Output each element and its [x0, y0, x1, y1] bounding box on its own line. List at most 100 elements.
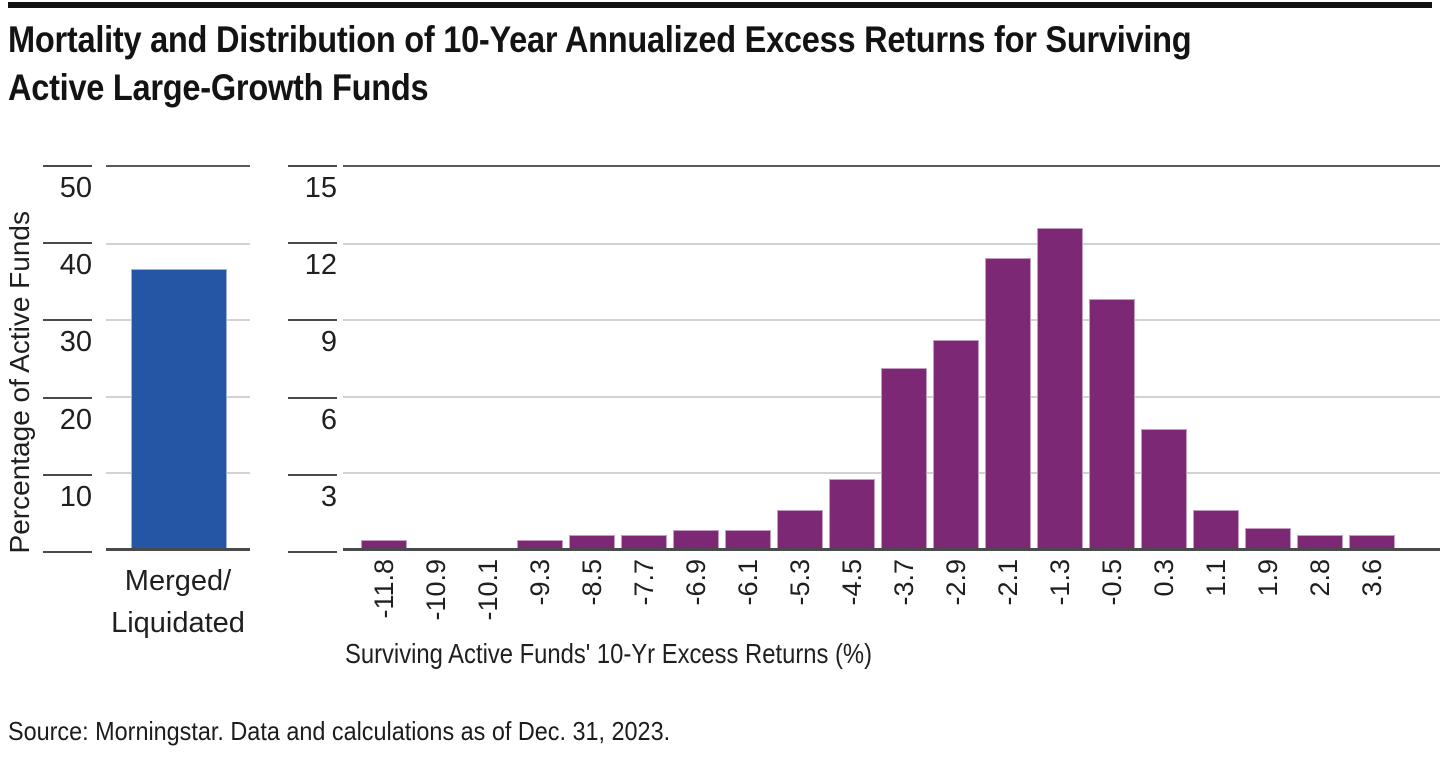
x-axis-tick-label: -0.5 — [1096, 559, 1127, 606]
histogram-bar — [829, 479, 875, 548]
x-axis-tick-label: -3.7 — [888, 559, 919, 606]
x-axis-label-slot: -2.9 — [930, 559, 982, 621]
histogram-bar-slot — [1086, 167, 1138, 548]
y-axis-tick-label: 15 — [304, 172, 337, 204]
x-axis-label-slot: -0.5 — [1086, 559, 1138, 621]
x-axis-tick-label: -1.3 — [1044, 559, 1075, 606]
histogram-bar — [361, 540, 407, 548]
histogram-bar-slot — [566, 167, 618, 548]
y-axis-tick-label: 9 — [320, 326, 337, 359]
x-axis-label-slot: -9.3 — [514, 559, 566, 621]
x-axis-label-slot: -2.1 — [982, 559, 1034, 621]
histogram-bar — [1349, 535, 1395, 548]
y-axis-title-text: Percentage of Active Funds — [4, 210, 35, 553]
x-axis-label-slot: -6.9 — [670, 559, 722, 621]
x-axis-tick-label: -10.1 — [472, 559, 503, 621]
mortality-y-axis-ticks: 50 40 30 20 10 — [43, 165, 92, 553]
x-axis-label-slot: -7.7 — [618, 559, 670, 621]
x-axis-tick-label: -8.5 — [576, 559, 607, 606]
histogram-bar — [1141, 428, 1187, 548]
x-axis-tick-label: 3.6 — [1356, 559, 1387, 597]
y-axis-tick: 6 — [288, 396, 337, 435]
source-note: Source: Morningstar. Data and calculatio… — [8, 716, 671, 746]
x-axis-label-slot: -5.3 — [774, 559, 826, 621]
chart-title-line-1: Mortality and Distribution of 10-Year An… — [8, 19, 1192, 60]
histogram-plot-area — [343, 165, 1440, 551]
x-axis-label-slot: 2.8 — [1294, 559, 1346, 621]
histogram-bar-slot — [826, 167, 878, 548]
gridline — [106, 243, 250, 246]
histogram-bar-slot — [514, 167, 566, 548]
histogram-bar — [985, 258, 1031, 548]
x-axis-tick-label: -2.9 — [940, 559, 971, 606]
x-axis-tick-label: 2.8 — [1304, 559, 1335, 597]
y-axis-tick-label: 10 — [59, 480, 92, 513]
chart-title: Mortality and Distribution of 10-Year An… — [8, 16, 1192, 112]
x-axis-tick-label: -9.3 — [524, 559, 555, 606]
histogram-bar-slot — [670, 167, 722, 548]
x-axis-label-slot: -10.1 — [462, 559, 514, 621]
y-axis-tick-label: 6 — [320, 403, 337, 436]
y-axis-tick: 30 — [43, 319, 92, 358]
y-axis-tick: 40 — [43, 242, 92, 281]
histogram-bar-slot — [774, 167, 826, 548]
x-axis-label-slot: -6.1 — [722, 559, 774, 621]
histogram-bar-slot — [462, 167, 514, 548]
histogram-x-axis-labels: -11.8 -10.9 -10.1 -9.3 -8.5 -7.7 -6.9 -6.1 -5.3-… — [358, 559, 1398, 621]
x-axis-label-slot: -3.7 — [878, 559, 930, 621]
x-axis-tick-label: -6.1 — [732, 559, 763, 606]
histogram-bar-slot — [1034, 167, 1086, 548]
y-axis-tick-label: 3 — [320, 480, 337, 513]
y-axis-tick: 50 — [43, 165, 92, 204]
x-axis-tick-label: 1.9 — [1252, 559, 1283, 597]
y-axis-tick-label: 50 — [59, 172, 92, 204]
histogram-bar-slot — [1294, 167, 1346, 548]
y-axis-tick: 10 — [43, 473, 92, 513]
y-axis-tick: 15 — [288, 165, 337, 204]
histogram-bar-slot — [982, 167, 1034, 548]
histogram-bar — [1245, 527, 1291, 548]
x-axis-tick-label: -7.7 — [628, 559, 659, 606]
x-axis-tick-label: -5.3 — [784, 559, 815, 606]
x-axis-label-slot: -4.5 — [826, 559, 878, 621]
x-axis-tick-label: -4.5 — [836, 559, 867, 606]
chart-title-line-2: Active Large-Growth Funds — [8, 67, 429, 108]
mortality-category-label-line-1: Merged/ — [124, 565, 232, 597]
histogram-bar-slot — [358, 167, 410, 548]
x-axis-label-slot: -1.3 — [1034, 559, 1086, 621]
histogram-bars — [358, 167, 1398, 548]
y-axis-tick: 9 — [288, 319, 337, 358]
x-axis-tick-label: -2.1 — [992, 559, 1023, 606]
histogram-bar — [569, 535, 615, 548]
histogram-bar-slot — [1346, 167, 1398, 548]
histogram-bar — [621, 535, 667, 548]
y-axis-tick: 20 — [43, 396, 92, 435]
x-axis-title: Surviving Active Funds' 10-Yr Excess Ret… — [345, 638, 873, 669]
y-axis-tick-label: 40 — [59, 249, 92, 282]
histogram-bar-slot — [1138, 167, 1190, 548]
mortality-bar — [131, 269, 227, 548]
histogram-bar — [933, 339, 979, 548]
x-axis-tick-label: -10.9 — [420, 559, 451, 621]
mortality-category-label: Merged/ Liquidated — [106, 560, 250, 644]
x-axis-label-slot: 1.1 — [1190, 559, 1242, 621]
y-axis-tick-label: 30 — [59, 326, 92, 359]
mortality-category-label-line-2: Liquidated — [111, 607, 245, 639]
histogram-bar-slot — [618, 167, 670, 548]
x-axis-tick-label: -6.9 — [680, 559, 711, 606]
histogram-bar — [725, 530, 771, 548]
top-rule — [8, 2, 1432, 8]
histogram-bar — [673, 530, 719, 548]
histogram-bar-slot — [878, 167, 930, 548]
y-axis-tick-label: 20 — [59, 403, 92, 436]
histogram-y-axis-ticks: 15 12 9 6 3 — [288, 165, 337, 553]
histogram-bar — [1037, 227, 1083, 548]
gridline — [343, 243, 1440, 246]
histogram-bar-slot — [410, 167, 462, 548]
x-axis-label-slot: -11.8 — [358, 559, 410, 621]
y-axis-tick — [288, 551, 337, 553]
y-axis-tick — [43, 551, 92, 553]
x-axis-tick-label: 1.1 — [1200, 559, 1231, 597]
histogram-bar — [1297, 535, 1343, 548]
x-axis-label-slot: -8.5 — [566, 559, 618, 621]
